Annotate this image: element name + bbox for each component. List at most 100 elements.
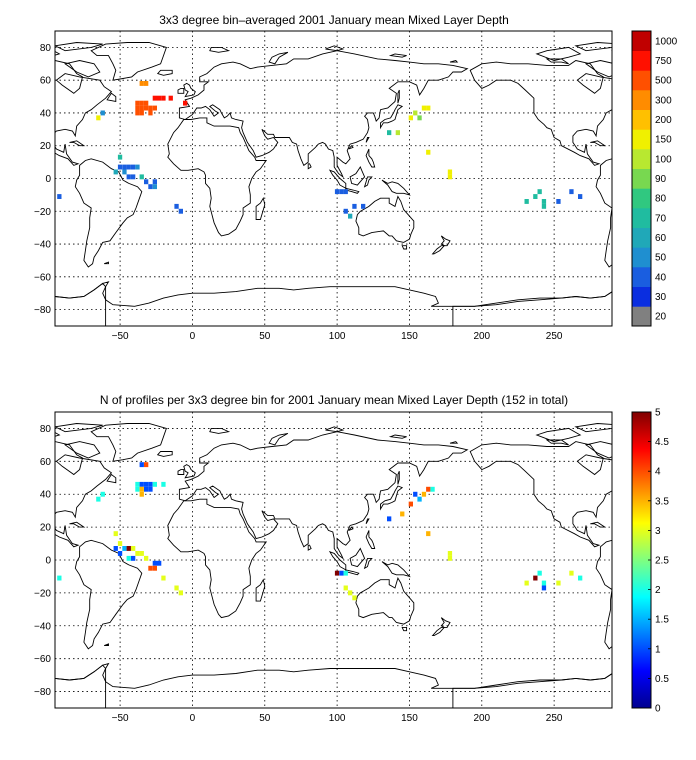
coastline [90, 423, 167, 462]
data-cell [117, 164, 123, 170]
data-cell [144, 81, 149, 86]
coastline [69, 521, 86, 528]
data-cell [556, 580, 561, 586]
coastline [55, 432, 61, 437]
coastline [177, 469, 185, 475]
coastline [469, 60, 612, 166]
coastline [355, 576, 415, 625]
data-cell [100, 491, 105, 497]
data-cell [161, 575, 166, 581]
coastline [401, 245, 408, 250]
colorbar-label: 0 [655, 704, 661, 715]
data-cell [413, 491, 418, 497]
y-tick-label: 20 [40, 523, 52, 534]
coastline [255, 197, 266, 220]
data-cell [417, 496, 422, 502]
coastline [69, 140, 86, 147]
x-tick-label: 200 [473, 713, 490, 724]
data-cell [139, 481, 144, 487]
coastline [209, 46, 231, 53]
y-tick-label: 0 [45, 556, 51, 567]
colorbar-label: 1.5 [655, 615, 669, 626]
colorbar-label: 70 [655, 213, 667, 224]
data-cell [556, 199, 561, 204]
colorbar-label: 1000 [655, 36, 678, 47]
coastline [64, 60, 101, 78]
data-cell [126, 164, 131, 170]
y-tick-label: 20 [40, 141, 52, 152]
colorbar-label: 20 [655, 312, 667, 323]
colorbar-segment [632, 227, 651, 248]
coastline [106, 473, 117, 484]
data-cell [144, 179, 149, 185]
coastline [74, 158, 143, 268]
coastline [574, 42, 612, 52]
x-tick-label: 150 [401, 713, 418, 724]
coastline [64, 441, 101, 459]
coastline [380, 104, 404, 130]
data-cell [126, 555, 131, 561]
chart-title: N of profiles per 3x3 degree bin for 200… [100, 393, 568, 407]
data-cell [135, 105, 140, 111]
data-cell [152, 560, 157, 566]
y-tick-label: 40 [40, 108, 52, 119]
colorbar-label: 40 [655, 272, 667, 283]
data-cell [139, 110, 144, 116]
coastline [469, 441, 612, 548]
data-cell [174, 585, 179, 591]
colorbar-segment [632, 306, 651, 327]
data-cell [161, 481, 166, 487]
profile-count-map-panel: N of profiles per 3x3 degree bin for 200… [34, 393, 669, 724]
coastline [380, 485, 404, 511]
data-cell [541, 203, 547, 209]
data-cell [139, 551, 144, 556]
coastline [365, 530, 376, 549]
colorbar-segment [632, 90, 651, 110]
data-cell [139, 486, 144, 492]
coastline [325, 426, 345, 433]
data-cell [157, 560, 162, 566]
coastline [365, 518, 370, 525]
data-cell [541, 199, 547, 204]
coastline [595, 539, 612, 650]
coastline [183, 82, 196, 98]
data-cell [117, 154, 123, 160]
data-cell [144, 555, 149, 561]
colorbar-label: 100 [655, 154, 672, 165]
y-tick-label: 80 [40, 424, 52, 435]
colorbar: 20 30 40 50 60 70 80 90 100 150 200 300 500 750 1000 [631, 30, 678, 327]
coastline [625, 644, 629, 646]
data-cell [126, 174, 131, 180]
coastline [177, 87, 185, 94]
data-cell [139, 81, 144, 86]
data-cell [408, 501, 413, 507]
data-cell [408, 115, 413, 121]
coastline [363, 176, 373, 188]
data-cell [135, 100, 140, 106]
coastline [349, 547, 366, 568]
colorbar-segment [632, 208, 651, 228]
data-cell [148, 110, 153, 116]
data-cell [122, 546, 127, 551]
coastline [584, 441, 612, 459]
colorbar-label: 0.5 [655, 674, 669, 685]
x-tick-label: 100 [329, 713, 346, 724]
data-cell [417, 115, 422, 121]
colorbar-label: 4 [655, 467, 661, 478]
y-tick-label: 60 [40, 76, 52, 87]
coastline [183, 464, 196, 479]
coastline [55, 60, 113, 166]
data-cell [533, 575, 538, 581]
data-cell [113, 546, 118, 551]
data-cell [131, 164, 136, 170]
data-cell [117, 541, 123, 546]
data-cell [447, 169, 453, 175]
coastline [535, 427, 582, 443]
data-cell [400, 511, 405, 517]
data-cell [113, 169, 118, 175]
data-cell [96, 496, 101, 502]
coastlines [55, 423, 629, 708]
coastline [90, 42, 167, 81]
data-cell [152, 95, 157, 101]
